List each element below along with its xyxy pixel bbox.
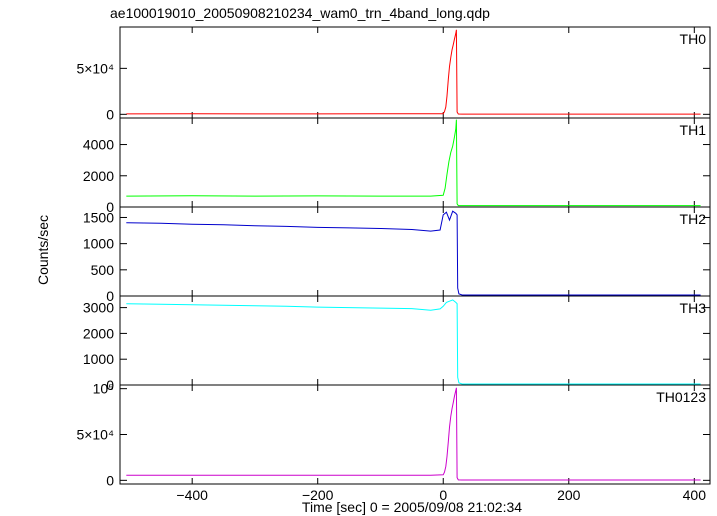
y-axis-label: Counts/sec — [35, 215, 51, 285]
y-tick-label: 0 — [106, 472, 114, 488]
panel-label: TH0123 — [656, 389, 706, 405]
x-axis-label: Time [sec] 0 = 2005/09/08 21:02:34 — [302, 499, 522, 515]
panels-group: 0 5×10⁴ TH0 0 2000 4000 TH1 0 500 1000 1500 TH2 0 100… — [76, 26, 711, 488]
series-line-th0123 — [126, 387, 701, 481]
y-tick-label: 1000 — [83, 351, 114, 367]
y-tick-label: 1000 — [83, 236, 114, 252]
series-line-th2 — [126, 210, 701, 296]
x-tick-label: 400 — [683, 487, 707, 503]
y-tick-label: 1500 — [83, 209, 114, 225]
x-tick-label: −200 — [302, 487, 334, 503]
chart-title: ae100019010_20050908210234_wam0_trn_4ban… — [110, 5, 490, 21]
y-tick-label: 500 — [91, 262, 115, 278]
y-tick-label: 5×10⁴ — [76, 427, 114, 443]
y-tick-label: 4000 — [83, 137, 114, 153]
panel-th1: 0 2000 4000 TH1 — [83, 117, 711, 215]
x-axis-ticks: −400 −200 0 200 400 — [176, 487, 706, 503]
panel-label: TH0 — [680, 31, 707, 47]
y-tick-label: 0 — [106, 288, 114, 304]
series-line-th3 — [126, 299, 701, 385]
panel-th3: 0 1000 2000 3000 TH3 — [83, 295, 711, 393]
y-tick-label: 2000 — [83, 325, 114, 341]
panel-frame — [119, 206, 711, 297]
y-tick-label: 2000 — [83, 168, 114, 184]
y-tick-label: 0 — [106, 199, 114, 215]
panel-th2: 0 500 1000 1500 TH2 — [83, 206, 711, 304]
x-tick-label: 200 — [557, 487, 581, 503]
series-line-th0 — [126, 29, 701, 115]
y-tick-label: 3000 — [83, 300, 114, 316]
series-line-th1 — [126, 119, 701, 207]
panel-frame — [119, 26, 711, 119]
panel-th0123: 0 5×10⁴ 10⁵ TH0123 — [76, 381, 711, 488]
panel-label: TH1 — [680, 122, 707, 138]
panel-th0: 0 5×10⁴ TH0 — [76, 26, 711, 122]
panel-label: TH3 — [680, 300, 707, 316]
panel-frame — [119, 117, 711, 208]
panel-frame — [119, 384, 711, 485]
x-tick-label: −400 — [176, 487, 208, 503]
y-tick-label: 5×10⁴ — [76, 60, 114, 76]
y-tick-label: 0 — [106, 377, 114, 393]
x-tick-label: 0 — [439, 487, 447, 503]
panel-label: TH2 — [680, 211, 707, 227]
y-tick-label: 0 — [106, 106, 114, 122]
y-tick-label: 10⁵ — [93, 381, 114, 397]
